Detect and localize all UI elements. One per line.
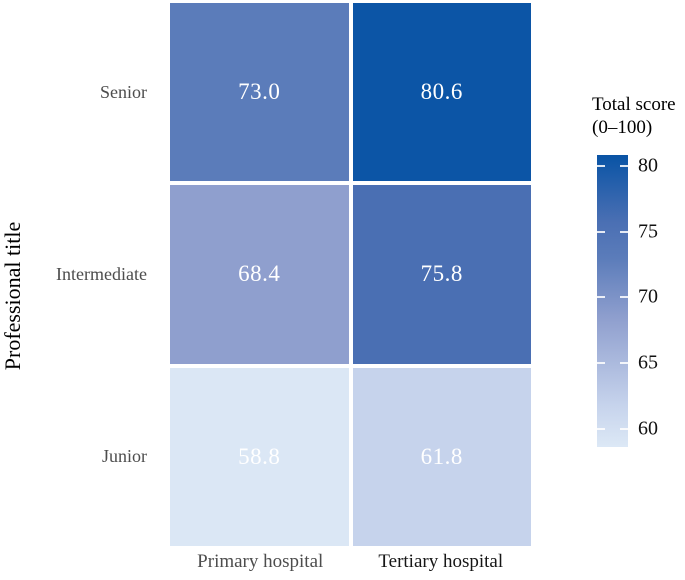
heatmap-cell-junior-tertiary: 61.8 <box>352 367 531 546</box>
legend: Total score (0–100) 80 75 70 65 60 <box>592 93 685 447</box>
cell-value: 61.8 <box>420 443 463 469</box>
legend-tick-label: 60 <box>638 417 658 440</box>
legend-tick-mark <box>597 362 605 365</box>
legend-title-line2: (0–100) <box>592 117 653 138</box>
cell-value: 58.8 <box>238 443 281 469</box>
legend-title-line1: Total score <box>592 94 676 115</box>
heatmap-cell-junior-primary: 58.8 <box>170 367 349 546</box>
legend-tick-label: 70 <box>638 285 658 308</box>
x-tick-label-tertiary-hospital: Tertiary hospital <box>378 551 504 572</box>
legend-tick-mark <box>620 230 628 233</box>
legend-tick-mark <box>620 296 628 299</box>
legend-title: Total score (0–100) <box>592 93 685 139</box>
y-tick-label-senior: Senior <box>100 81 147 102</box>
x-tick-label-primary-hospital: Primary hospital <box>197 551 324 572</box>
cell-value: 73.0 <box>238 79 281 105</box>
heatmap-cell-intermediate-tertiary: 75.8 <box>352 185 531 364</box>
legend-tick-mark <box>620 427 628 430</box>
x-axis-tick-labels: Primary hospital Tertiary hospital <box>170 551 531 573</box>
cell-value: 80.6 <box>420 79 463 105</box>
legend-tick-mark <box>620 165 628 168</box>
legend-tick-labels: 80 75 70 65 60 <box>638 155 684 447</box>
y-axis-tick-labels: Senior Intermediate Junior <box>0 3 158 546</box>
y-tick-label-intermediate: Intermediate <box>56 263 147 284</box>
heatmap-cell-senior-primary: 73.0 <box>170 3 349 182</box>
legend-colorbar <box>597 155 628 447</box>
legend-tick-label: 80 <box>638 154 658 177</box>
heatmap-cell-intermediate-primary: 68.4 <box>170 185 349 364</box>
y-tick-label-junior: Junior <box>102 446 147 467</box>
legend-tick-mark <box>597 230 605 233</box>
cell-value: 75.8 <box>420 261 463 287</box>
legend-tick-mark <box>620 362 628 365</box>
cell-value: 68.4 <box>238 261 281 287</box>
heatmap-grid: 73.0 80.6 68.4 75.8 58.8 61.8 <box>170 3 531 546</box>
legend-tick-mark <box>597 296 605 299</box>
heatmap-cell-senior-tertiary: 80.6 <box>352 3 531 182</box>
legend-tick-label: 65 <box>638 351 658 374</box>
legend-tick-label: 75 <box>638 220 658 243</box>
legend-tick-mark <box>597 427 605 430</box>
legend-tick-mark <box>597 165 605 168</box>
